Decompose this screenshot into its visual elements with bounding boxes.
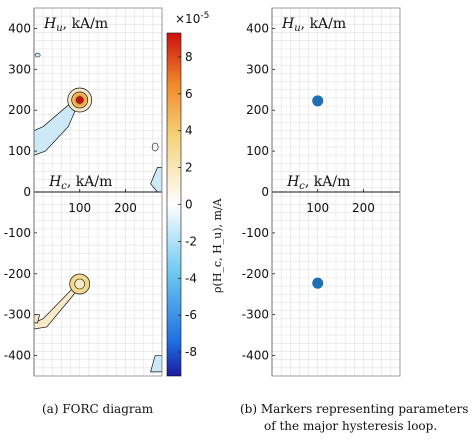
x-tick-label: 200 [114,201,137,215]
y-tick-label: -100 [242,226,269,240]
edge-patch [151,142,159,152]
colorbar-tick-label: 8 [185,50,193,64]
edge-patch [150,355,162,373]
colorbar-tick-label: 4 [185,124,193,138]
forc-panel: 400 300 200 100 0 -100 -200 -300 -400 100 200 Hu, k… [4,7,163,377]
forc-contours [34,52,162,373]
caption-b-line1: (b) Markers representing parameters [240,402,469,416]
x-tick-label: 100 [68,201,91,215]
y-tick-label: -200 [242,267,269,281]
colorbar-tick-label: 2 [185,161,193,175]
y-tick-label: 200 [8,103,31,117]
y-tick-label: 400 [8,21,31,35]
x-axis-label: Hc, kA/m [48,174,112,192]
x-tick-label: 200 [352,201,375,215]
negative-peak-core [74,278,86,290]
caption-b-line2: of the major hysteresis loop. [264,419,438,433]
markers [312,95,324,289]
colorbar-tick-label: 6 [185,87,193,101]
colorbar-tick-label: -4 [185,271,197,285]
y-tick-label: -100 [4,226,31,240]
colorbar-tick-label: -6 [185,308,197,322]
positive-peak-core [75,96,84,104]
colorbar-exponent: ×10-5 [175,11,209,26]
colorbar-tick-label: -2 [185,234,197,248]
y-tick-label: 400 [246,21,269,35]
y-tick-label: 0 [261,185,269,199]
markers-panel: 400 300 200 100 0 -100 -200 -300 -400 100 200 Hu, k… [242,7,401,377]
y-tick-label: -300 [242,308,269,322]
edge-patch [34,314,40,324]
caption-a: (a) FORC diagram [42,402,154,416]
y-tick-label: 200 [246,103,269,117]
colorbar-tick-label: -8 [185,345,197,359]
edge-patch [34,52,41,58]
y-tick-label: -300 [4,308,31,322]
plot-frame [271,7,401,377]
y-tick-label: -400 [4,349,31,363]
marker-point [312,277,324,289]
y-tick-label: 0 [23,185,31,199]
plot-frame [33,7,163,377]
x-tick-label: 100 [306,201,329,215]
marker-point [312,95,324,107]
y-tick-label: -200 [4,267,31,281]
y-tick-label: 300 [8,62,31,76]
y-axis-label: Hu, kA/m [281,16,346,34]
y-tick-label: -400 [242,349,269,363]
colorbar: 8 6 4 2 0 -2 -4 -6 -8 ×10-5 ρ(H_c, H_u), m/A [166,11,224,377]
colorbar-tick-label: 0 [185,198,193,212]
y-tick-label: 300 [246,62,269,76]
x-axis-label: Hc, kA/m [286,174,350,192]
colorbar-label: ρ(H_c, H_u), m/A [211,197,224,293]
y-tick-label: 100 [246,144,269,158]
y-axis-label: Hu, kA/m [43,16,108,34]
y-tick-label: 100 [8,144,31,158]
